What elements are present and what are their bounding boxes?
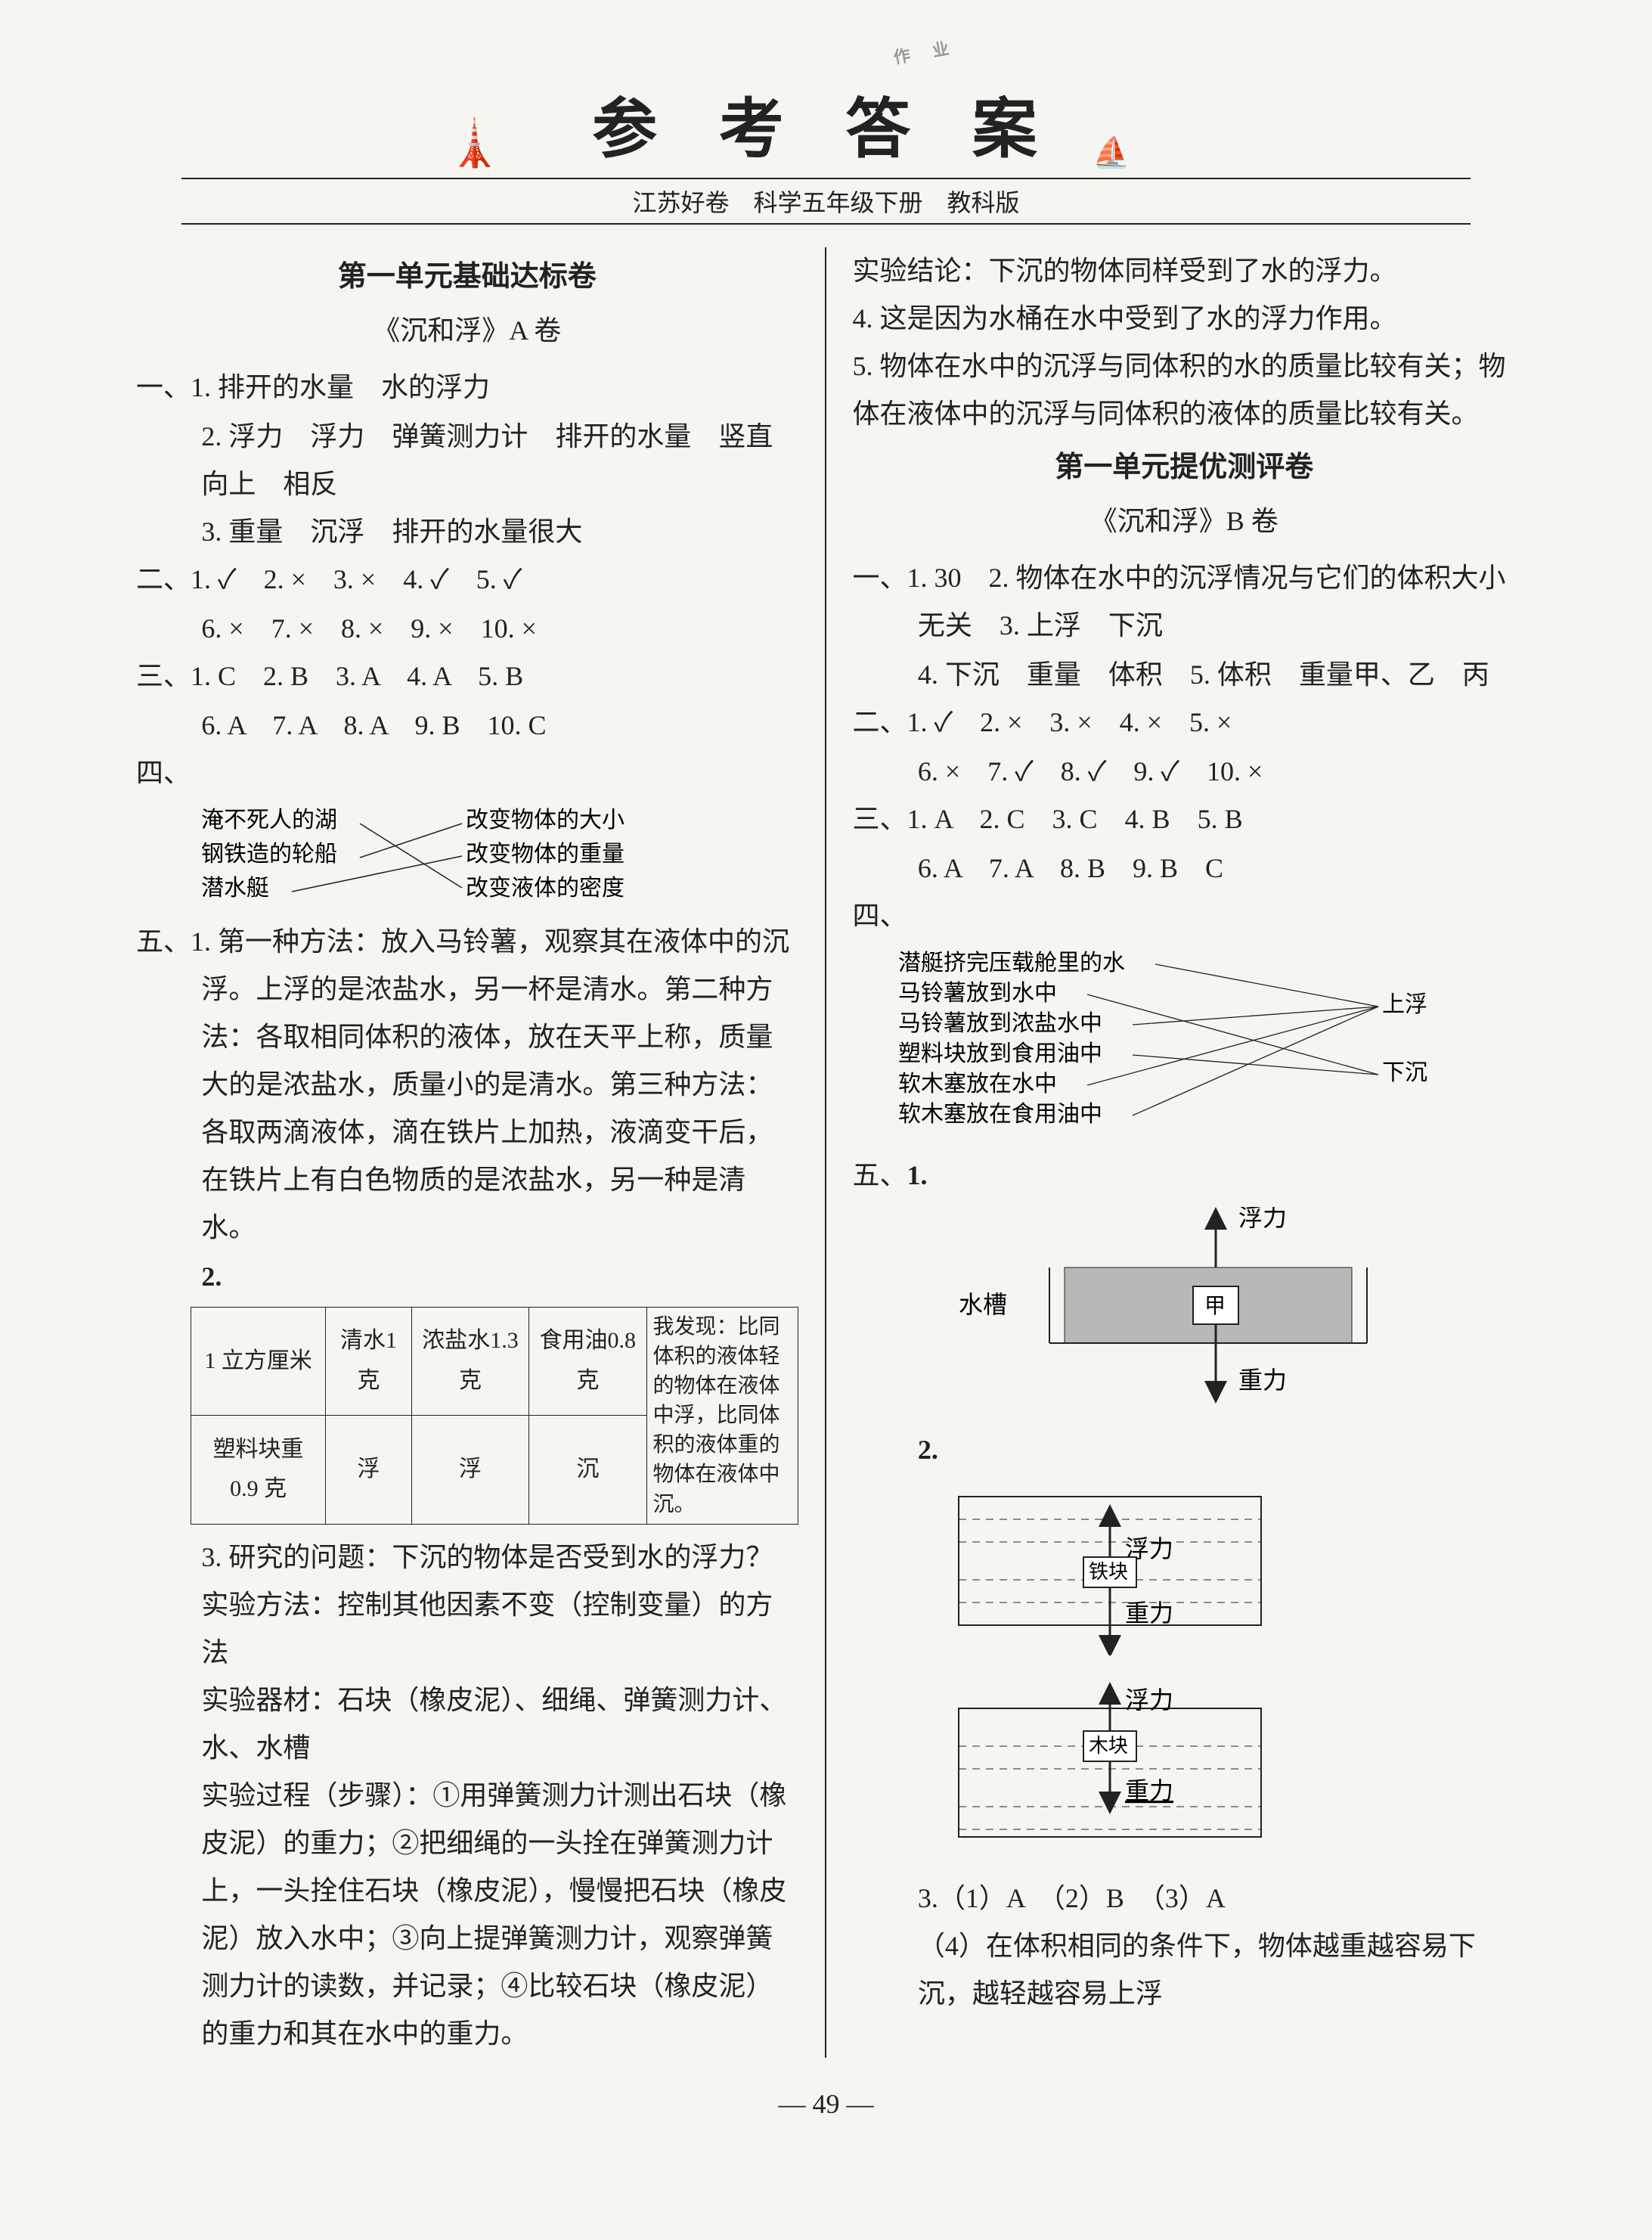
svg-text:软木塞放在食用油中: 软木塞放在食用油中	[898, 1102, 1102, 1127]
b-five-2-label: 2.	[853, 1426, 1517, 1474]
q-five-3-process: 实验过程（步骤）：①用弹簧测力计测出石块（橡皮泥）的重力；②把细绳的一头拴在弹簧…	[136, 1772, 798, 2058]
diagram-3: 浮力 木块 重力	[913, 1678, 1517, 1867]
table-r1c2: 清水1 克	[326, 1307, 412, 1416]
b-one-2: 4. 下沉 重量 体积 5. 体积 重量甲、乙 丙	[853, 651, 1517, 699]
b-five-1-label: 五、1.	[853, 1152, 1517, 1199]
cont-5: 5. 物体在水中的沉浮与同体积的水的质量比较有关；物体在液体中的沉浮与同体积的液…	[853, 343, 1517, 438]
cont-4: 4. 这是因为水桶在水中受到了水的浮力作用。	[853, 295, 1517, 343]
b-five-3-4: （4）在体积相同的条件下，物体越重越容易下沉，越轻越容易上浮	[853, 1922, 1517, 2018]
table-r1c1: 1 立方厘米	[191, 1307, 326, 1416]
page-title: 🗼 作业 参 考 答 案 ⛵	[136, 76, 1516, 170]
table-r1c4: 食用油0.8 克	[529, 1307, 646, 1416]
b-two-2: 6. × 7. ✓ 8. ✓ 9. ✓ 10. ×	[853, 748, 1517, 796]
match-diagram-a: 淹不死人的湖 钢铁造的轮船 潜水艇 改变物体的大小 改变物体的重量 改变液体的密…	[136, 805, 798, 911]
section-a-title: 第一单元基础达标卷	[136, 252, 798, 302]
table-r2c1: 塑料块重0.9 克	[191, 1416, 326, 1525]
svg-text:塑料块放到食用油中: 塑料块放到食用油中	[898, 1041, 1102, 1066]
q-five-3-question: 3. 研究的问题：下沉的物体是否受到水的浮力？	[136, 1534, 798, 1581]
sailboat-icon: ⛵	[1093, 135, 1153, 170]
b-one-1: 一、1. 30 2. 物体在水中的沉浮情况与它们的体积大小无关 3. 上浮 下沉	[853, 554, 1517, 650]
table-five-2: 1 立方厘米 清水1 克 浓盐水1.3 克 食用油0.8 克 我发现：比同体积的…	[191, 1307, 798, 1525]
subtitle: 江苏好卷 科学五年级下册 教科版	[181, 178, 1471, 225]
table-r1c3: 浓盐水1.3 克	[411, 1307, 528, 1416]
cont-conclusion: 实验结论：下沉的物体同样受到了水的浮力。	[853, 247, 1517, 295]
svg-text:上浮: 上浮	[1382, 992, 1427, 1017]
match-a-l2: 钢铁造的轮船	[201, 842, 337, 867]
match-diagram-b: 潜艇挤完压载舱里的水 马铃薯放到水中 马铃薯放到浓盐水中 塑料块放到食用油中 软…	[853, 948, 1517, 1144]
match-a-l3: 潜水艇	[201, 876, 269, 901]
q-two-2: 6. × 7. × 8. × 9. × 10. ×	[136, 605, 798, 653]
svg-text:重力: 重力	[1125, 1599, 1173, 1627]
table-r2c4: 沉	[529, 1416, 646, 1525]
section-a-subtitle: 《沉和浮》A 卷	[136, 307, 798, 355]
table-r2c2: 浮	[326, 1416, 412, 1525]
match-a-r3: 改变液体的密度	[466, 876, 625, 901]
diagram-1: 浮力 水槽 甲 重力	[913, 1207, 1517, 1419]
right-column: 实验结论：下沉的物体同样受到了水的浮力。 4. 这是因为水桶在水中受到了水的浮力…	[826, 247, 1517, 2058]
svg-text:水槽: 水槽	[959, 1291, 1007, 1318]
b-five-3: 3.（1）A （2）B （3）A	[853, 1875, 1517, 1922]
left-column: 第一单元基础达标卷 《沉和浮》A 卷 一、1. 排开的水量 水的浮力 2. 浮力…	[136, 247, 826, 2058]
lighthouse-icon: 🗼	[446, 116, 525, 170]
stamp-icon: 作业	[891, 31, 973, 69]
svg-text:马铃薯放到水中: 马铃薯放到水中	[898, 981, 1057, 1006]
svg-text:软木塞放在水中: 软木塞放在水中	[898, 1072, 1057, 1097]
q-two-1: 二、1. ✓ 2. × 3. × 4. ✓ 5. ✓	[136, 556, 798, 603]
q-one-2: 2. 浮力 浮力 弹簧测力计 排开的水量 竖直向上 相反	[136, 413, 798, 508]
svg-text:铁块: 铁块	[1089, 1561, 1128, 1583]
q-five-1: 五、1. 第一种方法：放入马铃薯，观察其在液体中的沉浮。上浮的是浓盐水，另一杯是…	[136, 918, 798, 1252]
section-b-title: 第一单元提优测评卷	[853, 442, 1517, 493]
match-a-r2: 改变物体的重量	[466, 842, 625, 867]
diagram-2: 浮力 铁块 重力	[913, 1481, 1517, 1671]
svg-text:马铃薯放到浓盐水中: 马铃薯放到浓盐水中	[898, 1011, 1102, 1036]
b-four-label: 四、	[853, 892, 1517, 940]
b-three-1: 三、1. A 2. C 3. C 4. B 5. B	[853, 796, 1517, 843]
table-note: 我发现：比同体积的液体轻的物体在液体中浮，比同体积的液体重的物体在液体中沉。	[646, 1307, 798, 1524]
match-a-l1: 淹不死人的湖	[201, 808, 337, 833]
q-one-1: 一、1. 排开的水量 水的浮力	[136, 364, 798, 411]
svg-text:重力: 重力	[1125, 1777, 1173, 1804]
b-two-1: 二、1. ✓ 2. × 3. × 4. × 5. ×	[853, 699, 1517, 746]
title-text: 参 考 答 案	[592, 93, 1060, 166]
q-five-2-label: 2.	[136, 1253, 798, 1301]
content-columns: 第一单元基础达标卷 《沉和浮》A 卷 一、1. 排开的水量 水的浮力 2. 浮力…	[136, 247, 1516, 2058]
svg-text:木块: 木块	[1089, 1735, 1128, 1757]
svg-text:浮力: 浮力	[1238, 1207, 1287, 1231]
match-a-r1: 改变物体的大小	[466, 808, 625, 833]
table-r2c3: 浮	[411, 1416, 528, 1525]
svg-text:重力: 重力	[1238, 1367, 1287, 1394]
q-one-3: 3. 重量 沉浮 排开的水量很大	[136, 508, 798, 556]
q-five-3-materials: 实验器材：石块（橡皮泥）、细绳、弹簧测力计、水、水槽	[136, 1677, 798, 1772]
svg-text:潜艇挤完压载舱里的水: 潜艇挤完压载舱里的水	[898, 951, 1125, 976]
q-three-1: 三、1. C 2. B 3. A 4. A 5. B	[136, 653, 798, 700]
svg-text:下沉: 下沉	[1382, 1060, 1427, 1085]
q-four-label: 四、	[136, 749, 798, 797]
q-three-2: 6. A 7. A 8. A 9. B 10. C	[136, 702, 798, 749]
q-five-3-method: 实验方法：控制其他因素不变（控制变量）的方法	[136, 1581, 798, 1677]
section-b-subtitle: 《沉和浮》B 卷	[853, 498, 1517, 545]
page-number: — 49 —	[136, 2088, 1516, 2120]
svg-text:甲: 甲	[1204, 1295, 1226, 1318]
b-three-2: 6. A 7. A 8. B 9. B C	[853, 845, 1517, 892]
svg-text:浮力: 浮力	[1125, 1686, 1173, 1714]
